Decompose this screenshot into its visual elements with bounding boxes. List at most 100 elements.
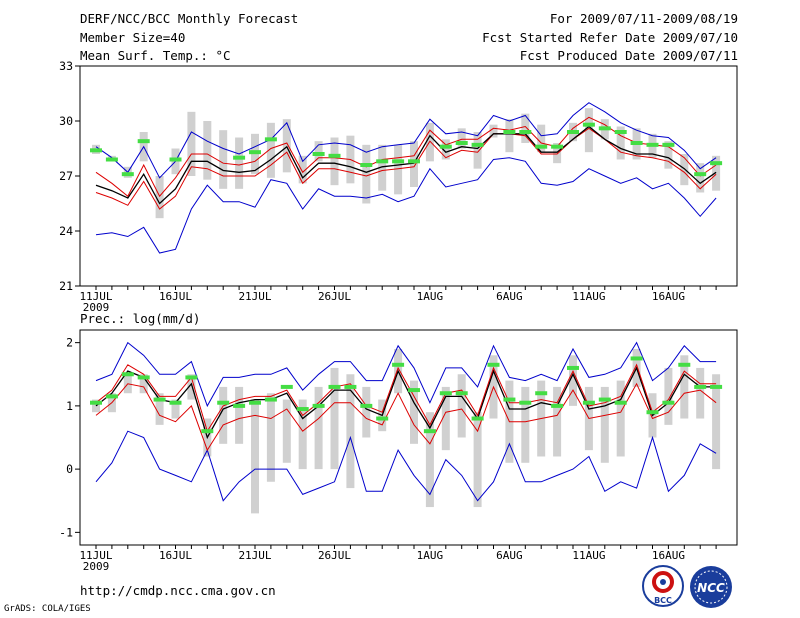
temp-spread-bar — [712, 155, 721, 191]
prec-spread-bar — [266, 393, 275, 482]
prec-observation-mark — [105, 394, 118, 399]
temp-observation-mark — [249, 150, 261, 155]
temp-observation-mark — [630, 141, 643, 145]
temp-x-tick-label: 26JUL — [318, 290, 351, 303]
temp-observation-mark — [312, 152, 325, 156]
temp-x-tick-label: 21JUL — [238, 290, 271, 303]
temp-y-tick-label: 33 — [59, 59, 73, 73]
fcst-started-label: Fcst Started Refer Date 2009/07/10 — [482, 30, 738, 45]
temp-observation-mark — [662, 142, 675, 147]
temp-spread-bar — [553, 143, 562, 164]
prec-x-tick-label: 11AUG — [572, 549, 605, 562]
temp-observation-mark — [264, 137, 277, 142]
temp-series-mean — [95, 125, 717, 205]
temp-spread-bar — [155, 176, 164, 219]
prec-observation-mark — [376, 416, 389, 421]
temp-series-max — [95, 157, 717, 254]
prec-observation-mark — [249, 400, 261, 405]
temp-spread-bar — [457, 128, 466, 149]
prec-spread-bar — [425, 412, 434, 508]
temp-series-high-quartile — [95, 116, 717, 198]
prec-spread-bar — [155, 393, 164, 425]
prec-x-tick-label: 6AUG — [496, 549, 523, 562]
prec-spread-bar — [712, 374, 721, 470]
bcc-logo-dot — [660, 579, 666, 585]
temp-spread-bar — [362, 144, 371, 204]
temp-x-tick-label: 6AUG — [496, 290, 523, 303]
prec-spread-bar — [251, 399, 259, 514]
prec-spread-bar — [664, 367, 673, 425]
temp-y-tick-label: 21 — [59, 279, 73, 293]
temp-x-tick-label: 16AUG — [652, 290, 685, 303]
prec-spread-bar — [235, 386, 244, 444]
temp-observation-mark — [535, 144, 548, 149]
precip-variable-label: Prec.: log(mm/d) — [80, 311, 200, 326]
ncc-logo: NCC — [690, 566, 732, 608]
prec-observation-mark — [169, 400, 182, 405]
temp-observation-mark — [360, 163, 373, 167]
prec-x-tick-label: 1AUG — [417, 549, 444, 562]
member-size-label: Member Size=40 — [80, 30, 186, 45]
prec-observation-mark — [694, 384, 707, 389]
prec-spread-bar — [171, 399, 180, 419]
prec-observation-mark — [280, 384, 293, 389]
temp-observation-mark — [646, 142, 659, 147]
prec-series-mean — [95, 366, 717, 440]
temp-spread-bar — [378, 144, 387, 191]
prec-observation-mark — [551, 403, 564, 408]
prec-observation-mark — [423, 429, 436, 434]
prec-observation-mark — [392, 362, 405, 367]
prec-spread-bar — [219, 386, 228, 444]
temp-observation-mark — [551, 144, 564, 149]
prec-observation-mark — [455, 391, 468, 396]
prec-observation-mark — [535, 391, 548, 396]
prec-spread-bar — [187, 374, 196, 400]
prec-observation-mark — [439, 391, 452, 396]
temp-spread-bar — [616, 126, 625, 160]
prec-x-tick-label: 16JUL — [159, 549, 192, 562]
temp-series-low-quartile — [95, 127, 717, 210]
prec-observation-mark — [582, 400, 595, 405]
temperature-panel: 21 24 27 30 33 11JUL 16JUL 21JUL 26JUL 1AUG 6AUG 11… — [59, 59, 738, 314]
temp-spread-bar — [314, 141, 323, 162]
temp-observation-mark — [567, 130, 579, 134]
temp-spread-bar — [235, 137, 244, 189]
temp-spread-bar — [298, 155, 307, 184]
bcc-logo-text: BCC — [654, 596, 672, 605]
prec-series-high-quartile — [95, 363, 717, 433]
prec-spread-bar — [616, 380, 625, 457]
prec-y-tick-label: 0 — [66, 462, 73, 476]
ncc-logo-text: NCC — [697, 581, 725, 595]
prec-observation-mark — [344, 384, 357, 389]
temp-observation-mark — [169, 157, 182, 162]
prec-y-tick-label: 1 — [66, 399, 73, 413]
temp-spread-bar — [410, 141, 418, 187]
temp-observation-mark — [582, 122, 595, 127]
source-url-link[interactable]: http://cmdp.ncc.cma.gov.cn — [80, 583, 276, 598]
temp-y-tick-label: 30 — [59, 114, 73, 128]
prec-spread-bar — [346, 374, 355, 489]
prec-spread-bar — [521, 386, 530, 463]
temp-spread-bar — [441, 139, 450, 160]
prec-spread-bar — [600, 386, 609, 463]
temp-observation-mark — [392, 159, 405, 164]
temp-y-tick-label: 27 — [59, 169, 73, 183]
prec-observation-mark — [471, 416, 484, 421]
temp-spread-bar — [330, 137, 339, 186]
prec-spread-bar — [330, 367, 339, 470]
temp-spread-bar — [489, 124, 498, 138]
temp-spread-bar — [219, 130, 228, 189]
temp-observation-mark — [439, 144, 452, 149]
prec-observation-mark — [137, 375, 150, 380]
prec-spread-bar — [441, 386, 450, 451]
ncc-logo-disc — [690, 566, 732, 608]
temp-x-tick-label: 1AUG — [417, 290, 444, 303]
temp-observation-mark — [519, 130, 532, 134]
temp-plot-frame — [79, 65, 738, 287]
temp-observation-mark — [598, 126, 611, 131]
temp-series-min — [95, 102, 717, 179]
prec-observation-mark — [567, 365, 579, 370]
prec-spread-bar — [410, 380, 418, 444]
prec-observation-mark — [360, 403, 373, 408]
